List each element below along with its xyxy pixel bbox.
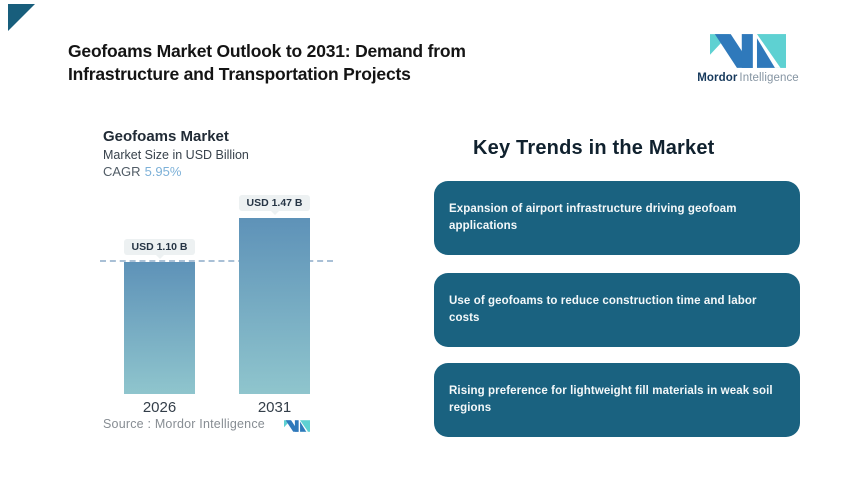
bar-group-2031: USD 1.47 B: [239, 195, 310, 394]
trend-card-2: Use of geofoams to reduce construction t…: [434, 273, 800, 347]
page-title: Geofoams Market Outlook to 2031: Demand …: [68, 41, 466, 84]
bar-group-2026: USD 1.10 B: [124, 239, 195, 394]
trend-card-text: Rising preference for lightweight fill m…: [449, 385, 773, 414]
trend-card-1: Expansion of airport infrastructure driv…: [434, 181, 800, 255]
bar-value-label: USD 1.47 B: [239, 195, 310, 211]
brand-name-light: Intelligence: [739, 72, 799, 84]
corner-triangle-decoration: [8, 4, 35, 31]
bar: [124, 262, 195, 394]
bar: [239, 218, 310, 394]
bubble-pointer-icon: [269, 210, 280, 215]
bubble-pointer-icon: [154, 254, 165, 259]
x-axis-label-2026: 2026: [142, 399, 177, 416]
brand-name-bold: Mordor: [697, 72, 738, 84]
chart-subtitle: Market Size in USD Billion: [103, 148, 249, 162]
source-attribution: Source : Mordor Intelligence: [103, 417, 265, 431]
chart-cagr: CAGR 5.95%: [103, 164, 181, 179]
trend-card-text: Use of geofoams to reduce construction t…: [449, 295, 757, 324]
cagr-label: CAGR: [103, 164, 141, 179]
chart-title: Geofoams Market: [103, 128, 229, 145]
bar-value-label: USD 1.10 B: [124, 239, 195, 255]
x-axis-label-2031: 2031: [257, 399, 292, 416]
trends-heading: Key Trends in the Market: [473, 137, 715, 159]
trend-card-3: Rising preference for lightweight fill m…: [434, 363, 800, 437]
mordor-logo-icon: [710, 34, 786, 68]
cagr-value: 5.95%: [144, 164, 182, 179]
brand-logo: Mordor Intelligence: [697, 34, 799, 84]
trend-card-text: Expansion of airport infrastructure driv…: [449, 203, 737, 232]
brand-name: Mordor Intelligence: [697, 72, 799, 84]
mordor-logo-small-icon: [284, 420, 310, 432]
reference-dashed-line: [100, 260, 333, 262]
